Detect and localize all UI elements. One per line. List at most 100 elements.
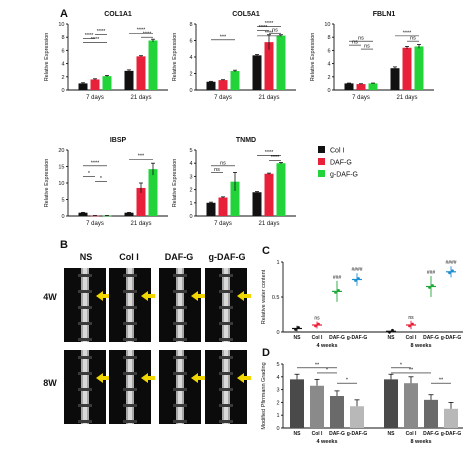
pfirrmann-x-tick-label: Col I xyxy=(312,431,323,437)
mri-disc xyxy=(219,306,233,309)
tnmd-y-tick-label: 2 xyxy=(189,188,192,194)
mri-disc xyxy=(78,388,92,391)
panel-label-d: D xyxy=(262,347,270,359)
ibsp-y-tick-label: 20 xyxy=(58,148,64,154)
col1a1-y-tick-label: 0 xyxy=(61,88,64,94)
mri-disc xyxy=(173,372,187,375)
arrow-icon xyxy=(96,291,103,301)
pfirrmann-group-label: 4 weeks xyxy=(316,439,337,445)
fbln1-y-tick-label: 8 xyxy=(327,35,330,41)
mri-disc xyxy=(173,404,187,407)
water-point xyxy=(357,277,360,280)
arrow-icon-shaft xyxy=(102,294,110,298)
water-point xyxy=(408,324,411,328)
water-x-tick-label: Col I xyxy=(312,335,323,341)
water-point xyxy=(314,324,317,328)
tnmd-y-tick-label: 3 xyxy=(189,174,192,180)
fbln1-y-tick-label: 4 xyxy=(327,62,330,68)
mri-disc xyxy=(78,290,92,293)
mri-disc xyxy=(123,356,137,359)
mri-disc xyxy=(173,322,187,325)
col5a1-significance-label: **** xyxy=(259,25,268,31)
water-point xyxy=(317,322,320,326)
water-significance-label: ### xyxy=(427,270,436,276)
water-point xyxy=(428,286,431,289)
col1a1-title: COL1A1 xyxy=(104,11,132,18)
col5a1-y-tick-label: 0 xyxy=(189,88,192,94)
mri-disc xyxy=(123,306,137,309)
ibsp-significance-label: **** xyxy=(91,160,100,166)
mri-disc xyxy=(219,274,233,277)
mri-disc xyxy=(173,356,187,359)
arrow-icon-shaft xyxy=(243,376,251,380)
legend-swatch-daf-g xyxy=(318,158,325,165)
mri-disc xyxy=(123,372,137,375)
col5a1-bar xyxy=(206,81,216,90)
col5a1-x-tick-label: 7 days xyxy=(214,95,232,101)
col5a1-y-tick-label: 8 xyxy=(189,22,192,28)
arrow-icon xyxy=(237,373,244,383)
mri-disc xyxy=(78,338,92,341)
mri-disc xyxy=(219,356,233,359)
mri-disc xyxy=(78,306,92,309)
ibsp-x-tick-label: 21 days xyxy=(130,221,151,227)
mri-disc xyxy=(78,420,92,423)
ibsp-y-tick-label: 0 xyxy=(61,214,64,220)
water-point xyxy=(337,289,340,292)
pfirrmann-x-tick-label: NS xyxy=(294,431,302,437)
tnmd-bar xyxy=(218,197,228,216)
tnmd-significance-label: **** xyxy=(265,150,274,156)
mri-disc xyxy=(219,372,233,375)
legend: Col I DAF-G g-DAF-G xyxy=(318,146,358,179)
col5a1-x-tick-label: 21 days xyxy=(258,95,279,101)
mri-disc xyxy=(173,420,187,423)
pfirrmann-x-tick-label: Col I xyxy=(406,431,417,437)
mri-disc xyxy=(219,404,233,407)
pfirrmann-significance-label: ** xyxy=(409,367,414,373)
pfirrmann-y-tick-label: 1 xyxy=(276,413,279,419)
fbln1-bar xyxy=(390,68,400,90)
water-significance-label: #### xyxy=(445,260,456,266)
mri-disc xyxy=(123,322,137,325)
tnmd-bar xyxy=(206,202,216,216)
legend-label-g-daf-g: g-DAF-G xyxy=(330,172,358,179)
mri-spine-center xyxy=(224,350,228,424)
fbln1-y-tick-label: 0 xyxy=(327,88,330,94)
tnmd-significance-label: **** xyxy=(271,155,280,161)
pfirrmann-y-tick-label: 0 xyxy=(276,426,279,432)
pfirrmann-significance-label: * xyxy=(400,362,403,368)
water-group-label: 8 weeks xyxy=(410,343,431,349)
water-ylabel: Relative water content xyxy=(261,269,267,324)
fbln1-bar xyxy=(368,83,378,90)
col5a1-y-tick-label: 6 xyxy=(189,39,192,45)
col5a1-title: COL5A1 xyxy=(232,11,260,18)
ibsp-title: IBSP xyxy=(110,137,127,144)
col5a1-bar xyxy=(264,42,274,90)
mri-disc xyxy=(173,338,187,341)
mri-disc xyxy=(173,290,187,293)
pfirrmann-bar xyxy=(290,379,304,428)
col1a1-y-tick-label: 10 xyxy=(58,22,64,28)
tnmd-significance-label: ns xyxy=(220,160,226,166)
col5a1-significance-label: **** xyxy=(265,21,274,27)
arrow-icon xyxy=(237,291,244,301)
ibsp-bar xyxy=(124,212,134,216)
pfirrmann-x-tick-label: g-DAF-G xyxy=(441,431,462,437)
mri-disc xyxy=(78,404,92,407)
arrow-icon xyxy=(141,373,148,383)
col1a1-bar xyxy=(148,40,158,90)
water-significance-label: ns xyxy=(408,315,414,321)
col1a1-y-tick-label: 8 xyxy=(61,35,64,41)
water-x-tick-label: g-DAF-G xyxy=(441,335,462,341)
ibsp-significance-label: * xyxy=(100,176,103,182)
ibsp-x-tick-label: 7 days xyxy=(86,221,104,227)
mri-row-8w: 8W xyxy=(43,378,57,388)
ibsp-bar xyxy=(90,215,100,217)
water-y-tick-label: 0.5 xyxy=(272,295,280,301)
mri-spine-center xyxy=(178,350,182,424)
ibsp-ylabel: Relative Expression xyxy=(44,159,50,208)
water-point xyxy=(411,322,414,326)
mri-disc xyxy=(123,274,137,277)
